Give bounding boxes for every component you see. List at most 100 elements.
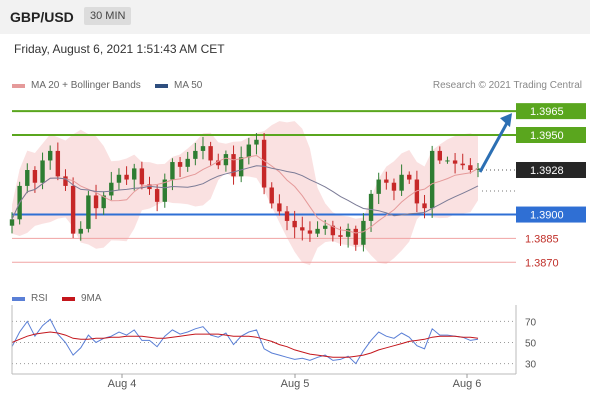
legend-ma20: MA 20 + Bollinger Bands: [12, 80, 141, 91]
candle: [200, 136, 206, 160]
candle-body: [376, 179, 381, 194]
candle: [193, 142, 198, 166]
candle: [93, 184, 99, 220]
candle-body: [261, 139, 267, 188]
candle: [238, 146, 244, 183]
candle-body: [407, 174, 412, 180]
candle-body: [445, 160, 450, 162]
candle-body: [185, 158, 190, 167]
candle: [40, 152, 45, 190]
candle: [353, 225, 358, 251]
candle-body: [216, 160, 221, 166]
target-arrow-shaft: [478, 120, 510, 173]
target-arrow-head: [500, 113, 512, 128]
candle-body: [330, 225, 336, 236]
candle: [231, 145, 236, 185]
candle: [177, 156, 183, 178]
candle: [475, 163, 481, 178]
bollinger-band-area: [12, 121, 478, 266]
candle-body: [231, 154, 236, 177]
candle: [414, 170, 420, 213]
candle: [269, 182, 274, 209]
candle: [429, 145, 435, 218]
candle-body: [475, 168, 481, 170]
candle-body: [101, 195, 106, 209]
x-tick-label-0: Aug 4: [108, 378, 137, 390]
candle: [468, 158, 473, 174]
legend-ma50: MA 50: [155, 80, 202, 91]
legend-9ma-swatch: [62, 296, 75, 301]
legend-rsi: RSI: [12, 293, 48, 304]
legend-ma50-swatch: [155, 83, 168, 88]
candle-body: [208, 146, 213, 161]
candle: [376, 172, 381, 204]
candle: [246, 137, 252, 165]
candle: [460, 153, 465, 170]
candle-body: [55, 150, 61, 177]
candle: [116, 168, 122, 191]
candle-body: [223, 154, 229, 166]
candle: [330, 220, 336, 242]
candle: [292, 210, 297, 239]
candle-body: [284, 211, 290, 221]
candle-body: [353, 228, 358, 245]
candle: [63, 169, 68, 191]
candle: [70, 177, 76, 239]
level-label-1.3965: 1.3965: [516, 103, 586, 120]
candle: [452, 153, 458, 174]
candle: [47, 145, 53, 170]
candle: [124, 166, 129, 185]
candle-body: [139, 168, 145, 185]
candle: [261, 133, 267, 195]
level-label-box-1.3900: [516, 206, 586, 223]
candle-body: [315, 228, 320, 234]
candle-body: [124, 174, 129, 180]
level-label-text-1.3965: 1.3965: [530, 106, 564, 118]
legend-ma50-label: MA 50: [174, 80, 203, 91]
candle: [384, 171, 389, 190]
ma50-line: [11, 165, 479, 220]
candle: [307, 221, 313, 242]
candle-body: [47, 150, 53, 161]
candle-body: [300, 227, 305, 231]
candle-body: [391, 182, 397, 191]
candle: [277, 194, 282, 216]
candle-body: [177, 162, 183, 167]
candle-body: [452, 160, 458, 164]
candle-body: [384, 179, 389, 183]
candle: [391, 178, 397, 201]
candle: [162, 173, 167, 208]
candle-body: [40, 160, 45, 183]
chart-header: GBP/USD 30 MIN: [0, 0, 590, 34]
candle-body: [70, 185, 76, 234]
candle: [345, 223, 351, 248]
rsi-tick-30: 30: [525, 360, 537, 371]
legend-rsi-label: RSI: [31, 293, 48, 304]
candle-body: [132, 168, 137, 180]
candle-body: [93, 195, 99, 209]
candle: [254, 133, 259, 155]
candle-body: [78, 228, 83, 234]
candle: [208, 141, 213, 166]
level-label-1.3885: 1.3885: [525, 233, 559, 245]
candle-body: [269, 187, 274, 204]
candle-body: [468, 165, 473, 170]
candle: [109, 171, 114, 201]
symbol-label: GBP/USD: [10, 9, 74, 25]
candle-body: [414, 179, 420, 204]
candle-body: [109, 182, 114, 196]
candle: [437, 146, 443, 164]
candle-body: [86, 195, 91, 229]
legend-ma20-label: MA 20 + Bollinger Bands: [31, 80, 141, 91]
candle-body: [25, 170, 30, 186]
timeframe-badge[interactable]: 30 MIN: [84, 7, 132, 25]
candle: [78, 221, 83, 241]
rsi-9ma-line: [11, 331, 479, 358]
candle: [139, 161, 145, 190]
candle-body: [32, 170, 38, 183]
legend-ma20-swatch: [12, 83, 25, 88]
candle-body: [361, 220, 366, 245]
candle-body: [170, 162, 175, 180]
candle: [315, 221, 320, 238]
